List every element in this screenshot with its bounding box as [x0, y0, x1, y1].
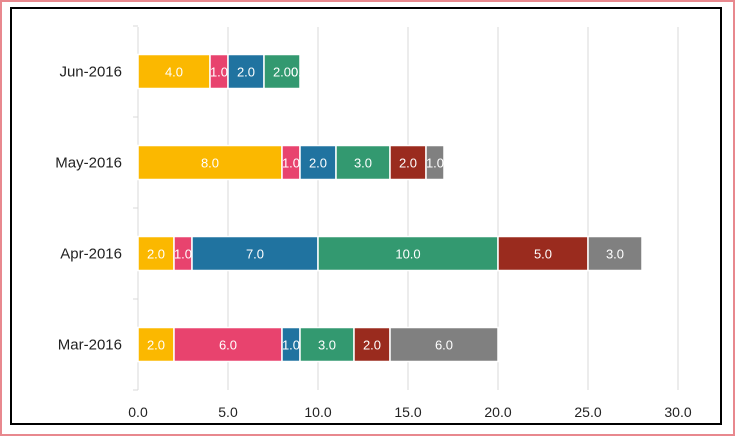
category-label: Apr-2016: [60, 246, 122, 263]
x-tick-label: 30.0: [664, 404, 691, 420]
x-tick-label: 20.0: [484, 404, 511, 420]
bar-segment: [425, 144, 445, 181]
data-label: 7.0: [246, 247, 264, 262]
bar-segment: [227, 53, 265, 90]
x-tick-label: 0.0: [128, 404, 148, 420]
data-label: 2.0: [309, 156, 327, 171]
category-label: Mar-2016: [58, 337, 122, 354]
bar-segment: [137, 326, 175, 363]
data-label: 1.0: [210, 65, 228, 80]
bar-segment: [173, 326, 283, 363]
bar-segment: [497, 235, 589, 272]
data-label: 0.0: [291, 65, 309, 80]
bar-segment: [137, 144, 283, 181]
category-labels: Mar-2016 Apr-2016 May-2016 Jun-2016: [55, 64, 122, 354]
x-tick-label: 25.0: [574, 404, 601, 420]
category-label: Jun-2016: [59, 64, 122, 81]
x-tick-label: 15.0: [394, 404, 421, 420]
data-label: 2.0: [399, 156, 417, 171]
data-label: 3.0: [606, 247, 624, 262]
bar-segment: [389, 144, 427, 181]
data-label: 6.0: [435, 338, 453, 353]
category-label: May-2016: [55, 155, 122, 172]
bar-segment: [587, 235, 643, 272]
data-labels: 2.0 6.0 1.0 3.0 2.0 6.0 2.0 1.0 7.0 10.0 5.0 3.0 8.0…: [147, 65, 624, 353]
data-label: 4.0: [165, 65, 183, 80]
data-label: 2.0: [147, 338, 165, 353]
bar-segment: [263, 53, 301, 90]
bars: [137, 53, 643, 363]
data-label: 1.0: [174, 247, 192, 262]
data-label: 5.0: [534, 247, 552, 262]
data-label: 1.0: [282, 338, 300, 353]
data-label: 1.0: [282, 156, 300, 171]
bar-segment: [335, 144, 391, 181]
data-label: 10.0: [395, 247, 420, 262]
data-label: 0.0: [291, 65, 309, 80]
data-label: 3.0: [318, 338, 336, 353]
data-label: 1.0: [426, 156, 444, 171]
data-label: 2.0: [363, 338, 381, 353]
data-label: 2.0: [273, 65, 291, 80]
x-tick-label: 10.0: [304, 404, 331, 420]
data-label: 8.0: [201, 156, 219, 171]
data-label: 3.0: [354, 156, 372, 171]
data-label: 2.0: [237, 65, 255, 80]
bar-segment: [299, 326, 355, 363]
bar-segment: [389, 326, 499, 363]
bar-segment: [137, 53, 211, 90]
x-tick-label: 5.0: [218, 404, 238, 420]
x-tick-labels: 0.0 5.0 10.0 15.0 20.0 25.0 30.0: [128, 404, 692, 420]
bar-segment: [191, 235, 319, 272]
data-label: 6.0: [219, 338, 237, 353]
data-label: 2.0: [147, 247, 165, 262]
